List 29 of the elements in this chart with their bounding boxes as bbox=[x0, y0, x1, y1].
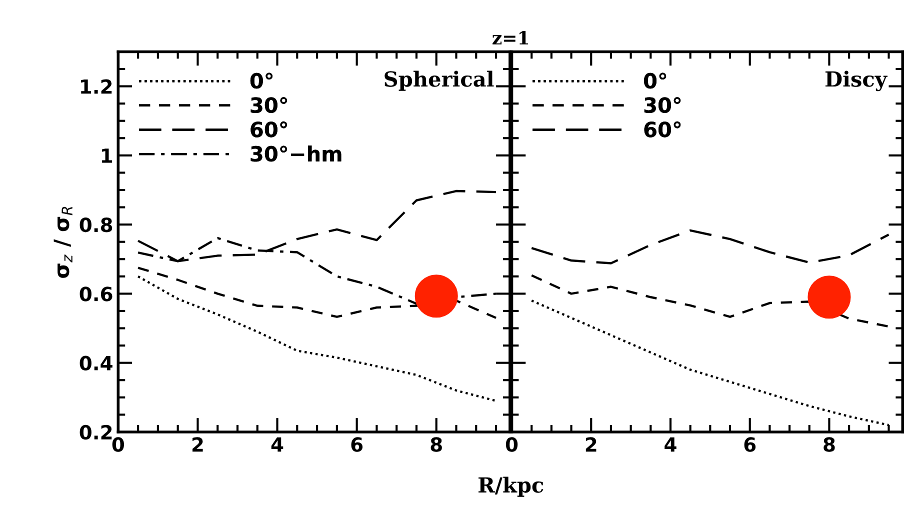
y-axis-title: σ$_{z}$ / σ$_{R}$ bbox=[54, 206, 72, 278]
legend-label: 30° bbox=[644, 97, 681, 114]
x-tick-label: 2 bbox=[586, 437, 596, 452]
legend-label: 0° bbox=[644, 72, 666, 89]
legend-label: 60° bbox=[250, 121, 287, 138]
legend-label: 30°−hm bbox=[250, 146, 342, 162]
x-tick-label: 0 bbox=[112, 437, 124, 452]
x-axis-title: R/kpc bbox=[478, 476, 544, 497]
y-tick-label: 0.8 bbox=[80, 218, 112, 232]
x-tick-label: 2 bbox=[192, 437, 203, 452]
y-tick-label: 0.6 bbox=[80, 286, 112, 302]
x-tick-label: 6 bbox=[351, 437, 363, 452]
annotation: Discy bbox=[825, 70, 888, 92]
legend-label: 30° bbox=[250, 97, 287, 114]
y-tick-label: 0.2 bbox=[80, 424, 112, 440]
x-tick-label: 0 bbox=[506, 437, 518, 452]
x-tick-label: 8 bbox=[430, 437, 442, 452]
legend-label: 60° bbox=[644, 121, 681, 138]
annotation: Spherical bbox=[384, 70, 494, 91]
line-series bbox=[136, 275, 498, 402]
x-tick-label: 6 bbox=[744, 437, 756, 452]
y-tick-label: 1 bbox=[102, 148, 112, 163]
y-tick-label: 1.2 bbox=[81, 79, 112, 94]
legend-label: 0° bbox=[250, 72, 273, 89]
y-tick-label: 0.4 bbox=[80, 356, 112, 370]
x-tick-label: 4 bbox=[271, 437, 284, 452]
x-tick-label: 4 bbox=[664, 437, 676, 452]
x-tick-label: 8 bbox=[824, 437, 835, 452]
chart-title: z=1 bbox=[492, 31, 528, 44]
